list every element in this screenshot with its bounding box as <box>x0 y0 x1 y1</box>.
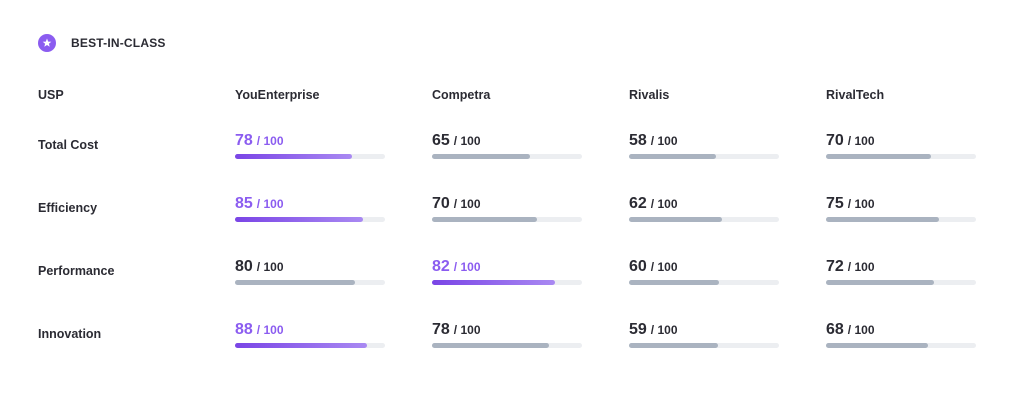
bar-fill <box>826 217 939 222</box>
bar-track <box>432 280 582 285</box>
score-max: / 100 <box>453 197 481 211</box>
column-header: USP <box>38 88 64 102</box>
score-value: 78 <box>432 321 450 338</box>
score: 60/ 100 <box>629 258 678 276</box>
score: 82/ 100 <box>432 258 481 276</box>
score-max: / 100 <box>650 197 678 211</box>
bar-fill <box>235 280 355 285</box>
score: 78/ 100 <box>235 132 284 150</box>
row-label: Innovation <box>38 327 102 341</box>
column-header: Competra <box>432 88 491 102</box>
bar-track <box>432 154 582 159</box>
score-max: / 100 <box>847 197 875 211</box>
score: 78/ 100 <box>432 321 481 339</box>
score-value: 72 <box>826 258 844 275</box>
bar-track <box>826 154 976 159</box>
score-max: / 100 <box>453 134 481 148</box>
row-label: Total Cost <box>38 138 99 152</box>
score: 70/ 100 <box>432 195 481 213</box>
score-max: / 100 <box>847 260 875 274</box>
score-value: 82 <box>432 258 450 275</box>
bar-fill <box>432 154 530 159</box>
score-value: 60 <box>629 258 647 275</box>
score-value: 59 <box>629 321 647 338</box>
score-max: / 100 <box>650 134 678 148</box>
score-max: / 100 <box>453 323 481 337</box>
bar-track <box>629 217 779 222</box>
score: 70/ 100 <box>826 132 875 150</box>
bar-fill <box>432 343 549 348</box>
score-value: 85 <box>235 195 253 212</box>
score: 85/ 100 <box>235 195 284 213</box>
score-max: / 100 <box>847 323 875 337</box>
score-value: 68 <box>826 321 844 338</box>
score: 72/ 100 <box>826 258 875 276</box>
bar-track <box>235 217 385 222</box>
bar-fill <box>629 154 716 159</box>
bar-track <box>235 280 385 285</box>
bar-fill <box>826 280 934 285</box>
star-icon <box>42 38 52 47</box>
bar-fill <box>432 217 537 222</box>
score: 58/ 100 <box>629 132 678 150</box>
score-value: 78 <box>235 132 253 149</box>
bar-fill <box>826 154 931 159</box>
bar-track <box>432 343 582 348</box>
score-max: / 100 <box>847 134 875 148</box>
bar-fill <box>629 343 718 348</box>
bar-fill <box>826 343 928 348</box>
bar-track <box>629 343 779 348</box>
bar-fill <box>235 217 363 222</box>
score: 75/ 100 <box>826 195 875 213</box>
bar-fill <box>629 217 722 222</box>
bar-fill <box>629 280 719 285</box>
score-value: 65 <box>432 132 450 149</box>
score-max: / 100 <box>453 260 481 274</box>
score: 62/ 100 <box>629 195 678 213</box>
score-value: 88 <box>235 321 253 338</box>
bar-track <box>235 154 385 159</box>
row-label: Performance <box>38 264 115 278</box>
score: 80/ 100 <box>235 258 284 276</box>
score-value: 75 <box>826 195 844 212</box>
score-max: / 100 <box>256 197 284 211</box>
score-value: 62 <box>629 195 647 212</box>
score-max: / 100 <box>256 134 284 148</box>
score-max: / 100 <box>256 260 284 274</box>
score: 68/ 100 <box>826 321 875 339</box>
score-max: / 100 <box>256 323 284 337</box>
score: 88/ 100 <box>235 321 284 339</box>
bar-track <box>826 343 976 348</box>
score: 59/ 100 <box>629 321 678 339</box>
bar-fill <box>432 280 555 285</box>
badge-label: BEST-IN-CLASS <box>71 36 166 50</box>
score-value: 70 <box>826 132 844 149</box>
bar-track <box>629 154 779 159</box>
bar-fill <box>235 343 367 348</box>
column-header: YouEnterprise <box>235 88 320 102</box>
bar-track <box>432 217 582 222</box>
column-header: Rivalis <box>629 88 670 102</box>
bar-track <box>826 217 976 222</box>
badge-icon <box>38 34 56 52</box>
score-value: 70 <box>432 195 450 212</box>
score: 65/ 100 <box>432 132 481 150</box>
column-header: RivalTech <box>826 88 885 102</box>
bar-track <box>235 343 385 348</box>
score-max: / 100 <box>650 260 678 274</box>
score-max: / 100 <box>650 323 678 337</box>
bar-fill <box>235 154 352 159</box>
bar-track <box>629 280 779 285</box>
row-label: Efficiency <box>38 201 98 215</box>
bar-track <box>826 280 976 285</box>
score-value: 80 <box>235 258 253 275</box>
score-value: 58 <box>629 132 647 149</box>
